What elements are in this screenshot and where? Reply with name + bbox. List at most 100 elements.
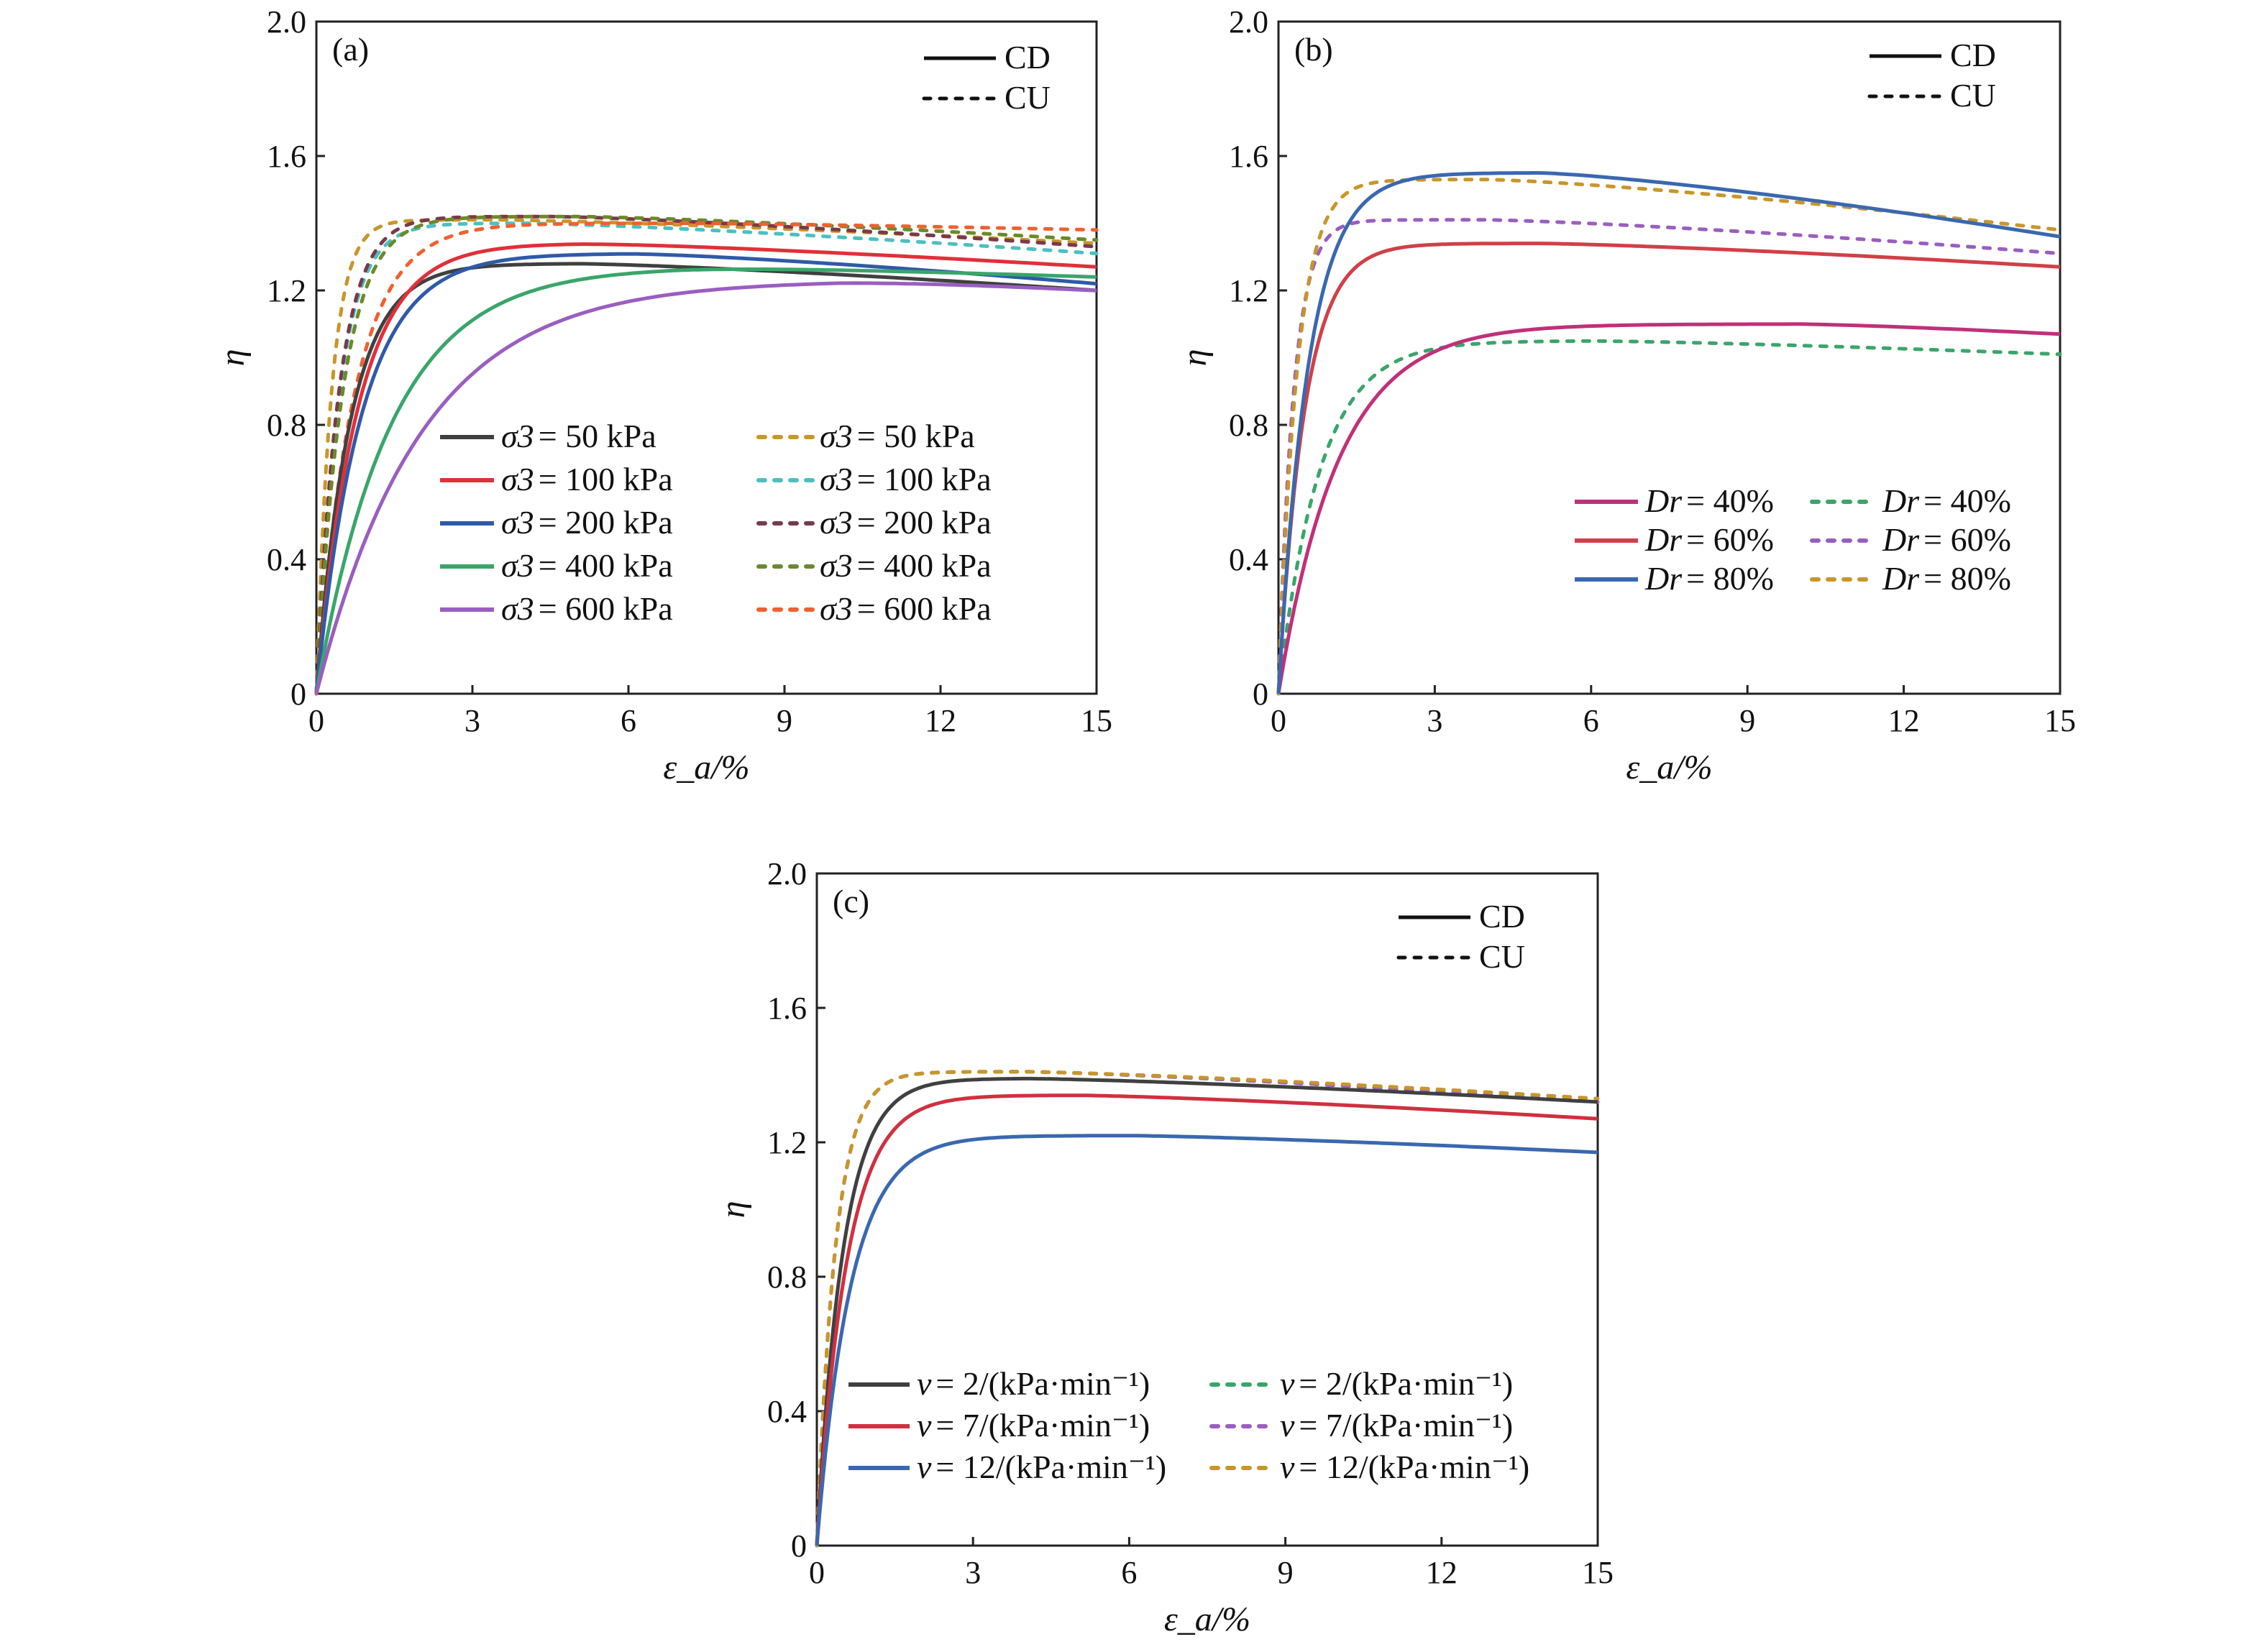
series-legend-label: σ3 = 600 kPa: [501, 590, 673, 627]
y-axis-label: η: [1176, 349, 1214, 367]
series-legend-label: Dr = 80%: [1644, 560, 1774, 597]
series-legend-prefix: σ3: [820, 590, 853, 627]
series-legend-name: = 400 kPa: [857, 547, 992, 584]
y-tick-label: 1.2: [267, 273, 306, 308]
x-tick-label: 9: [1739, 703, 1755, 738]
series-legend-name: = 7/(kPa·min⁻¹): [1299, 1407, 1513, 1444]
series-legend-prefix: v: [1280, 1449, 1295, 1485]
y-tick-label: 1.6: [767, 991, 807, 1026]
series-line-cu: [1276, 218, 2062, 696]
series-legend-name: = 40%: [1686, 482, 1774, 519]
series-legend-label: Dr = 60%: [1882, 521, 2011, 558]
style-legend-label: CD: [1479, 898, 1525, 935]
x-tick-label: 12: [1426, 1555, 1458, 1590]
x-axis-label: ε_a/%: [663, 748, 749, 786]
series-legend-name: = 50 kPa: [857, 418, 975, 454]
series-legend-label: Dr = 40%: [1882, 482, 2011, 519]
series-legend-prefix: v: [917, 1365, 932, 1402]
series-legend-name: = 7/(kPa·min⁻¹): [935, 1407, 1150, 1444]
series-legend-name: = 12/(kPa·min⁻¹): [1299, 1449, 1529, 1485]
y-tick-label: 0.4: [767, 1394, 807, 1429]
series-legend-label: σ3 = 200 kPa: [501, 504, 673, 541]
series-legend-label: v = 2/(kPa·min⁻¹): [917, 1365, 1150, 1402]
series-legend-label: Dr = 40%: [1644, 482, 1774, 519]
y-axis-label: η: [714, 1201, 752, 1219]
series-legend-label: σ3 = 50 kPa: [820, 418, 975, 454]
series-line-cd: [1276, 242, 2061, 696]
series-legend-prefix: σ3: [501, 504, 534, 541]
y-axis-label: η: [214, 349, 252, 367]
series-legend-prefix: Dr: [1644, 482, 1683, 519]
plot-frame: [1277, 20, 2062, 695]
series-legend-label: v = 7/(kPa·min⁻¹): [917, 1407, 1150, 1444]
x-tick-label: 12: [1888, 703, 1920, 738]
series-legend-name: = 100 kPa: [539, 461, 673, 497]
series-line-cd: [314, 262, 1097, 696]
panel-label: (b): [1294, 31, 1333, 68]
series-legend-name: = 50 kPa: [539, 418, 656, 454]
series-legend-name: = 2/(kPa·min⁻¹): [1299, 1365, 1513, 1402]
x-tick-label: 6: [1121, 1555, 1137, 1590]
series-line-cd: [314, 267, 1097, 696]
series-legend-prefix: Dr: [1644, 560, 1683, 597]
y-tick-label: 0.4: [1229, 542, 1268, 577]
series-legend-name: = 600 kPa: [857, 590, 992, 627]
series-line-cd: [815, 1093, 1598, 1548]
series-legend-prefix: Dr: [1882, 560, 1920, 597]
series-legend-name: = 80%: [1923, 560, 2011, 597]
series-legend-label: σ3 = 50 kPa: [501, 418, 656, 454]
series-legend-label: σ3 = 100 kPa: [820, 461, 992, 497]
series-legend-name: = 200 kPa: [539, 504, 673, 541]
series-legend-name: = 2/(kPa·min⁻¹): [935, 1365, 1150, 1402]
y-tick-label: 0.8: [767, 1259, 807, 1295]
style-legend-label: CU: [1479, 938, 1525, 975]
series-legend-prefix: σ3: [820, 504, 853, 541]
series-line-cd: [1276, 322, 2061, 696]
x-tick-label: 3: [1427, 703, 1442, 738]
series-line-cd: [314, 252, 1097, 696]
series-legend-name: = 400 kPa: [539, 547, 673, 584]
series-line-cu: [314, 214, 1099, 696]
style-legend-label: CD: [1950, 37, 1996, 73]
style-legend-label: CU: [1950, 77, 1996, 114]
y-tick-label: 2.0: [267, 4, 306, 40]
series-legend-label: v = 12/(kPa·min⁻¹): [917, 1449, 1166, 1485]
series-legend-label: σ3 = 600 kPa: [820, 590, 992, 627]
series-legend-prefix: Dr: [1882, 521, 1920, 558]
y-tick-label: 0.8: [267, 408, 306, 443]
y-tick-label: 1.2: [1229, 273, 1268, 308]
series-legend-label: σ3 = 100 kPa: [501, 461, 673, 497]
series-legend-prefix: σ3: [501, 461, 534, 497]
series-legend-label: v = 7/(kPa·min⁻¹): [1280, 1407, 1513, 1444]
y-tick-label: 0: [1253, 676, 1268, 712]
y-tick-label: 0.8: [1229, 408, 1268, 443]
series-legend-name: = 40%: [1923, 482, 2011, 519]
style-legend-label: CD: [1005, 39, 1051, 75]
series-line-cd: [815, 1134, 1598, 1548]
series-legend-name: = 100 kPa: [857, 461, 992, 497]
y-tick-label: 0: [290, 676, 306, 712]
series-legend-name: = 12/(kPa·min⁻¹): [935, 1449, 1166, 1485]
series-legend-prefix: v: [917, 1449, 932, 1485]
series-legend-prefix: σ3: [501, 590, 534, 627]
series-legend-name: = 60%: [1923, 521, 2011, 558]
series-legend-prefix: σ3: [820, 547, 853, 584]
series-line-cu: [1276, 178, 2062, 696]
x-tick-label: 3: [465, 703, 480, 738]
series-legend-label: v = 12/(kPa·min⁻¹): [1280, 1449, 1529, 1485]
series-legend-label: σ3 = 400 kPa: [501, 547, 673, 584]
series-legend-prefix: v: [1280, 1365, 1295, 1402]
plot-frame: [815, 872, 1599, 1547]
series-legend-prefix: σ3: [820, 461, 853, 497]
series-legend-prefix: σ3: [501, 418, 534, 454]
panel-label: (c): [833, 883, 869, 919]
x-tick-label: 9: [777, 703, 792, 738]
x-tick-label: 3: [965, 1555, 981, 1590]
x-tick-label: 9: [1278, 1555, 1294, 1590]
x-tick-label: 15: [2044, 703, 2076, 738]
y-tick-label: 2.0: [1229, 4, 1268, 40]
x-tick-label: 0: [809, 1555, 825, 1590]
